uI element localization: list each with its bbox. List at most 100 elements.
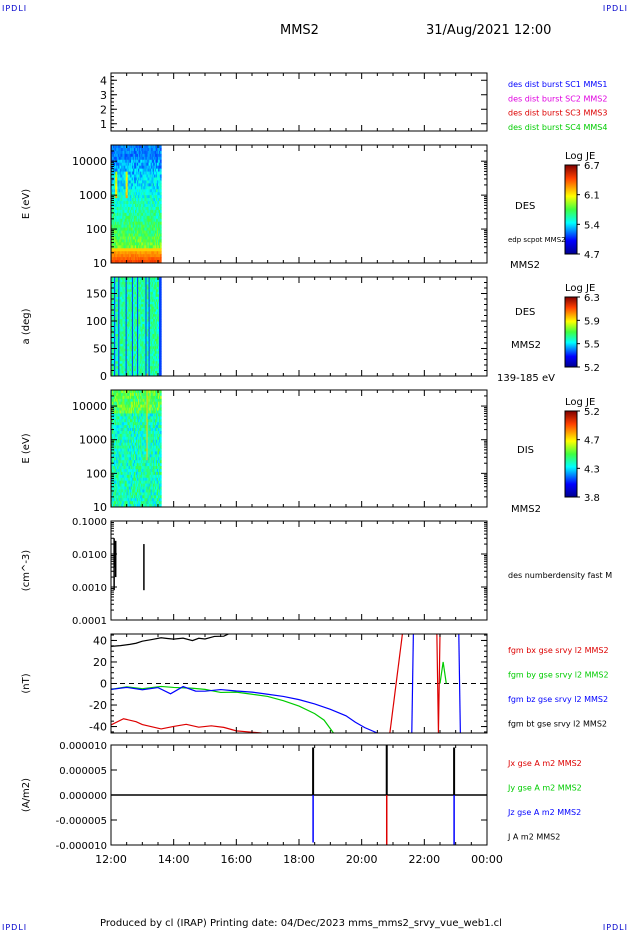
heatmap-cell xyxy=(160,279,162,283)
heatmap-cell xyxy=(143,171,145,175)
heatmap-cell xyxy=(131,301,134,305)
heatmap-cell xyxy=(123,343,126,347)
heatmap-cell xyxy=(138,439,140,444)
heatmap-cell xyxy=(120,311,122,315)
heatmap-cell xyxy=(137,336,139,340)
heatmap-cell xyxy=(156,319,159,323)
heatmap-cell xyxy=(153,361,156,365)
heatmap-cell xyxy=(115,206,117,211)
heatmap-cell xyxy=(124,174,127,178)
heatmap-cell xyxy=(135,212,137,217)
heatmap-cell xyxy=(114,351,116,355)
heatmap-cell xyxy=(123,501,126,505)
heatmap-cell xyxy=(124,147,127,152)
heatmap-cell xyxy=(136,156,138,161)
heatmap-cell xyxy=(146,204,149,208)
heatmap-cell xyxy=(130,306,133,310)
heatmap-cell xyxy=(150,242,153,246)
heatmap-cell xyxy=(127,341,130,345)
heatmap-cell xyxy=(115,174,117,178)
heatmap-cell xyxy=(124,239,127,243)
heatmap-cell xyxy=(136,299,138,303)
heatmap-cell xyxy=(158,294,160,298)
heatmap-cell xyxy=(141,316,143,320)
heatmap-cell xyxy=(137,260,139,264)
heatmap-cell xyxy=(146,245,149,249)
heatmap-cell xyxy=(119,204,121,208)
heatmap-cell xyxy=(160,289,162,293)
heatmap-cell xyxy=(116,180,118,184)
heatmap-cell xyxy=(138,401,140,406)
heatmap-cell xyxy=(144,336,146,340)
heatmap-cell xyxy=(126,311,129,315)
heatmap-cell xyxy=(149,351,152,355)
heatmap-cell xyxy=(135,348,137,352)
heatmap-cell xyxy=(119,468,121,473)
heatmap-cell xyxy=(153,326,156,330)
heatmap-cell xyxy=(133,425,136,429)
heatmap-cell xyxy=(148,343,151,347)
heatmap-cell xyxy=(151,373,154,377)
heatmap-cell xyxy=(147,358,150,362)
heatmap-cell xyxy=(112,395,114,400)
heatmap-cell xyxy=(154,341,157,345)
heatmap-cell xyxy=(125,309,128,313)
heatmap-cell xyxy=(150,311,153,315)
heatmap-cell xyxy=(126,316,129,320)
heatmap-cell xyxy=(129,195,132,199)
heatmap-cell xyxy=(142,204,144,208)
heatmap-cell xyxy=(136,286,138,290)
heatmap-cell xyxy=(125,153,128,158)
heatmap-cell xyxy=(135,277,137,280)
heatmap-cell xyxy=(118,189,120,193)
heatmap-cell xyxy=(114,392,116,397)
heatmap-cell xyxy=(119,245,121,249)
heatmap-cell xyxy=(137,373,139,377)
heatmap-cell xyxy=(123,162,126,167)
heatmap-cell xyxy=(144,159,146,164)
heatmap-cell xyxy=(124,492,127,496)
heatmap-cell xyxy=(137,474,139,479)
heatmap-cell xyxy=(122,294,125,298)
heatmap-cell xyxy=(145,251,148,255)
heatmap-cell xyxy=(120,333,122,337)
heatmap-cell xyxy=(156,324,159,327)
heatmap-cell xyxy=(115,445,117,449)
heatmap-cell xyxy=(119,428,121,432)
heatmap-cell xyxy=(145,326,148,330)
heatmap-cell xyxy=(127,192,130,196)
heatmap-cell xyxy=(123,277,126,280)
heatmap-cell xyxy=(127,245,130,249)
heatmap-cell xyxy=(149,204,152,208)
heatmap-cell xyxy=(129,463,132,467)
heatmap-cell xyxy=(124,242,127,246)
heatmap-cell xyxy=(123,371,126,375)
heatmap-cell xyxy=(121,448,123,452)
heatmap-cell xyxy=(121,296,123,300)
heatmap-cell xyxy=(130,162,133,167)
heatmap-cell xyxy=(143,204,145,208)
heatmap-cell xyxy=(136,410,138,414)
heatmap-cell xyxy=(132,277,135,280)
heatmap-cell xyxy=(138,260,140,264)
heatmap-cell xyxy=(114,183,116,187)
heatmap-cell xyxy=(113,321,115,325)
heatmap-cell xyxy=(115,233,117,237)
heatmap-cell xyxy=(128,361,131,365)
heatmap-cell xyxy=(122,291,125,295)
heatmap-cell xyxy=(111,398,113,403)
heatmap-cell xyxy=(118,171,120,175)
heatmap-cell xyxy=(153,174,156,178)
heatmap-cell xyxy=(120,221,122,226)
heatmap-cell xyxy=(114,425,116,429)
heatmap-cell xyxy=(121,279,123,283)
heatmap-cell xyxy=(127,311,130,315)
heatmap-cell xyxy=(158,371,160,375)
heatmap-cell xyxy=(125,454,128,458)
heatmap-cell xyxy=(136,498,138,502)
heatmap-cell xyxy=(127,221,130,226)
heatmap-cell xyxy=(153,333,156,337)
heatmap-cell xyxy=(137,186,139,190)
heatmap-cell xyxy=(115,333,117,337)
heatmap-cell xyxy=(122,436,125,441)
